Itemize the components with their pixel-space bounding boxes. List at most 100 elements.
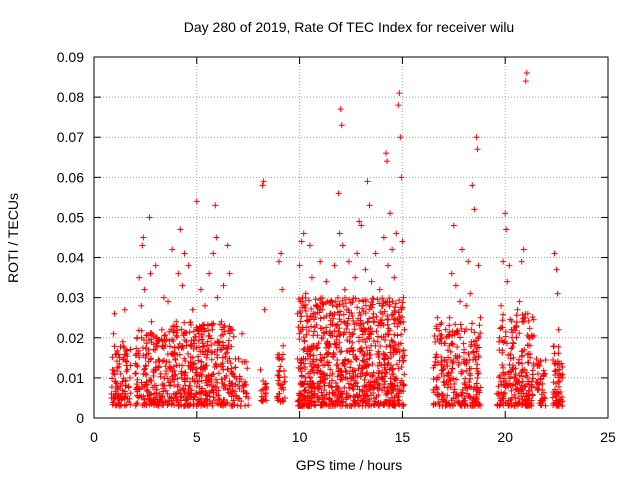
data-point [185,362,192,369]
data-point [387,343,394,350]
data-point [356,386,363,393]
data-point [172,355,179,362]
data-point [509,343,516,350]
data-point [162,363,169,370]
data-point [449,332,456,339]
data-point [226,330,233,337]
data-point [152,262,159,269]
data-point [362,392,369,399]
data-point [176,387,183,394]
data-point [215,342,222,349]
data-point [474,146,481,153]
data-point [296,390,303,397]
data-point [298,357,305,364]
data-point [508,396,515,403]
data-point [438,354,445,361]
data-point [324,341,331,348]
data-point [305,327,312,334]
data-point [377,343,384,350]
data-point [303,317,310,324]
data-point [321,330,328,337]
data-point [312,296,319,303]
data-point [442,326,449,333]
data-point [441,356,448,363]
data-point [460,340,467,347]
data-point [117,370,124,377]
data-point [310,342,317,349]
data-point [203,373,210,380]
data-point [335,190,342,197]
data-point [463,302,470,309]
data-point [295,397,302,404]
data-point [297,328,304,335]
data-point [351,398,358,405]
data-point [243,358,250,365]
data-point [146,214,153,221]
data-point [389,386,396,393]
data-point [212,383,219,390]
data-point [477,384,484,391]
data-point [333,303,340,310]
data-point [336,301,343,308]
data-point [323,324,330,331]
data-point [363,388,370,395]
data-point [467,290,474,297]
data-point [500,258,507,265]
data-point [395,320,402,327]
data-point [126,395,133,402]
data-point [513,376,520,383]
data-point [297,318,304,325]
data-point [462,375,469,382]
data-point [316,396,323,403]
data-point [526,387,533,394]
data-point [376,359,383,366]
data-point [397,134,404,141]
data-point [113,380,120,387]
data-point [496,374,503,381]
data-point [431,333,438,340]
data-point [353,392,360,399]
data-point [245,402,252,409]
data-point [146,392,153,399]
data-point [179,362,186,369]
data-point [208,356,215,363]
data-point [152,359,159,366]
data-point [171,350,178,357]
data-point [226,323,233,330]
data-point [150,366,157,373]
data-point [395,401,402,408]
data-point [138,302,145,309]
data-point [214,294,221,301]
data-point [474,396,481,403]
data-point [398,363,405,370]
data-point [344,347,351,354]
data-point [190,346,197,353]
data-point [465,258,472,265]
data-point [557,398,564,405]
data-point [535,362,542,369]
data-point [333,344,340,351]
data-point [555,383,562,390]
data-point [356,338,363,345]
data-point [393,348,400,355]
data-point [525,317,532,324]
data-point [518,369,525,376]
data-point [326,395,333,401]
data-point [382,336,389,343]
data-point [380,234,387,241]
data-point [508,326,515,333]
data-point [369,314,376,321]
data-point [121,351,128,358]
data-point [360,308,367,315]
data-point [454,398,461,405]
data-point [327,332,334,339]
data-point [535,385,542,392]
data-point [360,352,367,359]
data-point [459,368,466,375]
data-point [327,321,334,328]
data-point [310,332,317,339]
data-point [169,368,176,375]
data-point [513,312,520,319]
data-point [464,402,471,409]
data-point [192,377,199,384]
